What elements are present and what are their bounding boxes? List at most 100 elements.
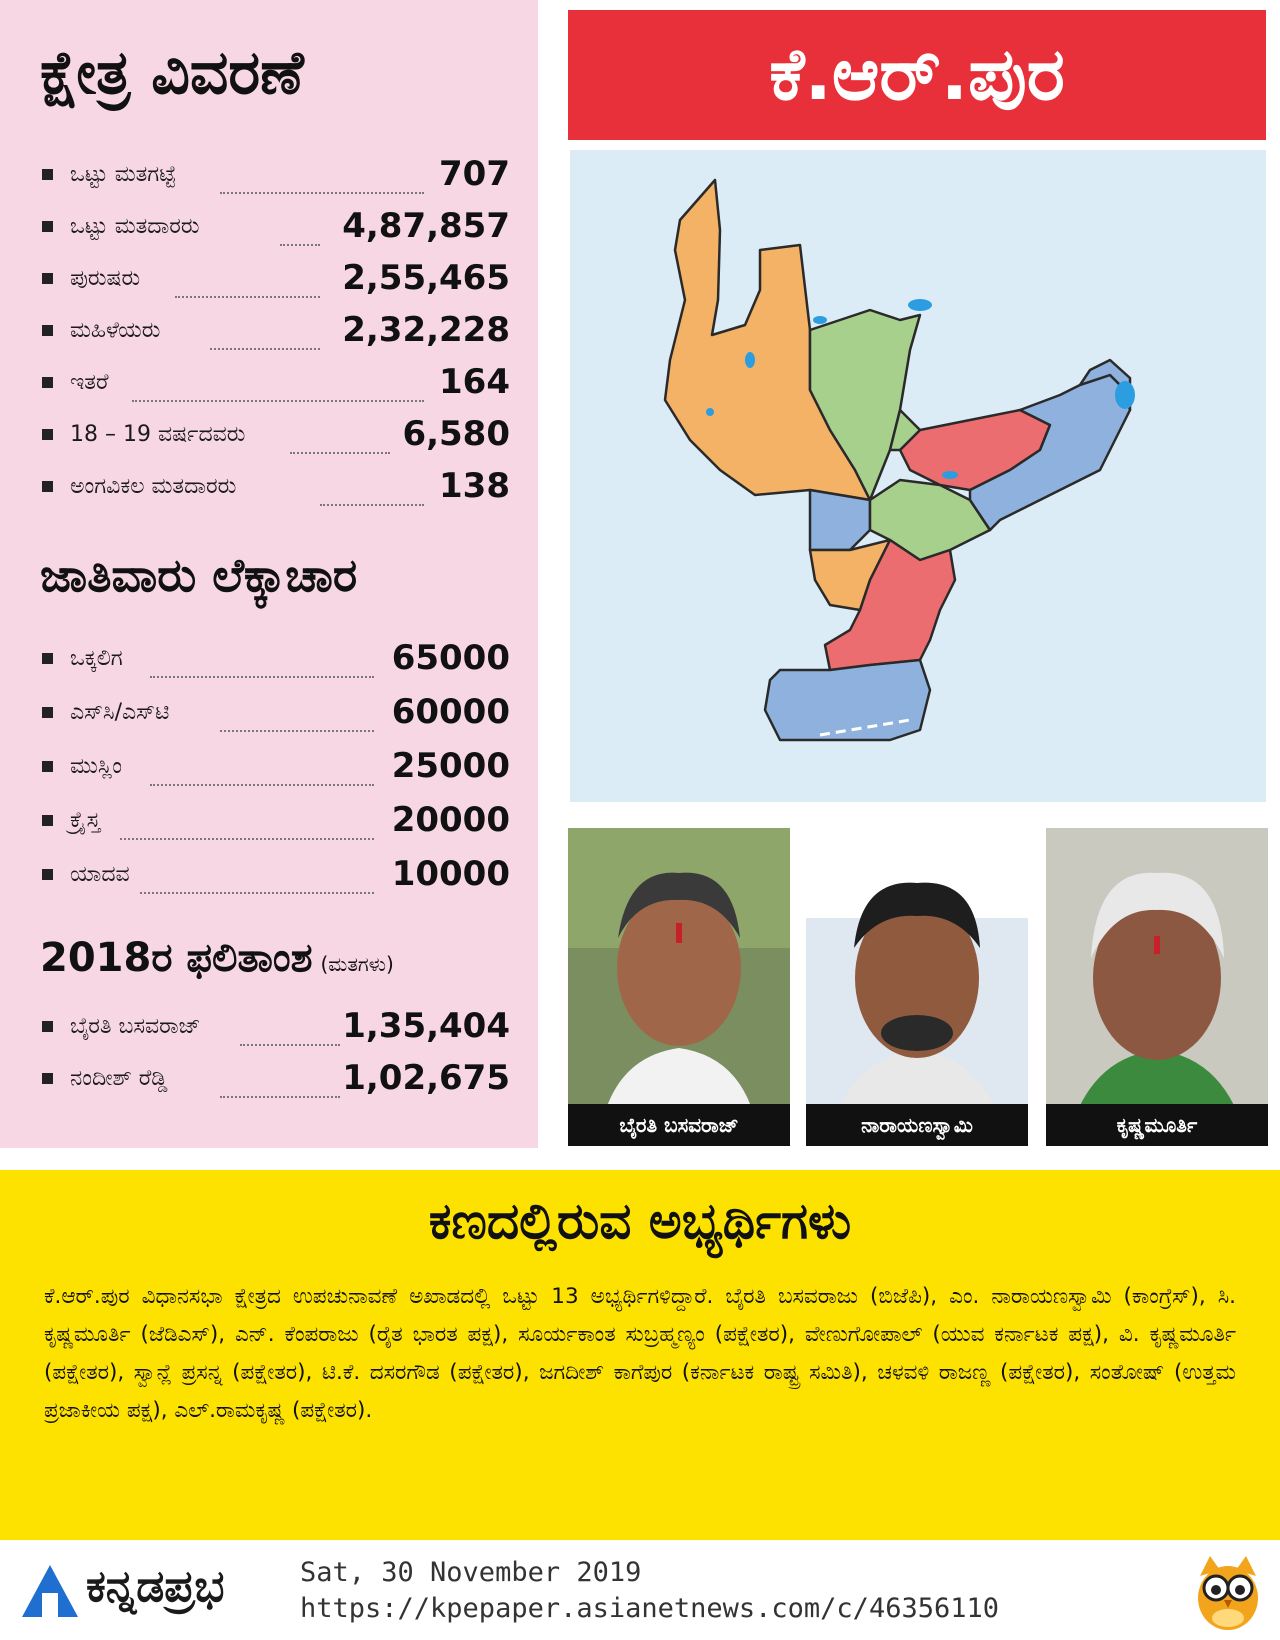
details-label: ಒಟ್ಟು ಮತದಾರರು (70, 214, 200, 239)
bullet-square-icon (42, 869, 53, 880)
constituency-name: ಕೆ.ಆರ್.ಪುರ (769, 32, 1065, 116)
bullet-square-icon (42, 1073, 53, 1084)
ward-region (823, 538, 957, 672)
ward-region (808, 488, 872, 552)
constituency-banner: ಕೆ.ಆರ್.ಪುರ (568, 10, 1266, 140)
caste-label: ಒಕ್ಕಲಿಗ (70, 646, 123, 671)
details-value: 2,55,465 (342, 258, 510, 298)
lake (1115, 381, 1135, 409)
dotted-leader (210, 348, 320, 350)
dotted-leader (140, 892, 374, 894)
result-value: 1,35,404 (342, 1006, 510, 1046)
bullet-square-icon (42, 481, 53, 492)
caste-label: ಎಸ್‌ಸಿ/ಎಸ್‌ಟಿ (70, 700, 170, 725)
bullet-square-icon (42, 377, 53, 388)
candidate-caption: ನಾರಾಯಣಸ್ವಾಮಿ (806, 1104, 1028, 1146)
candidate-photo-1: ಬೈರತಿ ಬಸವರಾಜ್ (568, 828, 790, 1146)
caste-value: 65000 (391, 638, 510, 678)
dotted-leader (320, 504, 424, 506)
candidate-photo-2: ನಾರಾಯಣಸ್ವಾಮಿ (806, 828, 1028, 1146)
owl-mascot-icon (1198, 1556, 1258, 1630)
constituency-details-panel: ಕ್ಷೇತ್ರ ವಿವರಣೆ ಒಟ್ಟು ಮತಗಟ್ಟೆ 707 ಒಟ್ಟು ಮ… (0, 0, 538, 1148)
brand-name: ಕನ್ನಡಪ್ರಭ (86, 1561, 225, 1612)
details-label: ಮಹಿಳೆಯರು (70, 318, 161, 343)
candidate-caption: ಬೈರತಿ ಬಸವರಾಜ್ (568, 1104, 790, 1146)
dotted-leader (132, 400, 424, 402)
dotted-leader (220, 192, 424, 194)
lake (706, 408, 714, 416)
bullet-square-icon (42, 169, 53, 180)
caste-value: 25000 (391, 746, 510, 786)
result-title-text: 2018ರ ಫಲಿತಾಂಶ (40, 935, 313, 981)
dotted-leader (120, 838, 374, 840)
details-value: 164 (439, 362, 510, 402)
person-photo-icon (1046, 828, 1268, 1146)
details-value: 6,580 (402, 414, 510, 454)
contestants-title: ಕಣದಲ್ಲಿರುವ ಅಭ್ಯರ್ಥಿಗಳು (428, 1192, 852, 1250)
details-value: 2,32,228 (342, 310, 510, 350)
lake (813, 316, 827, 324)
dotted-leader (150, 676, 374, 678)
ward-region (868, 478, 992, 562)
candidate-caption: ಕೃಷ್ಣಮೂರ್ತಿ (1046, 1104, 1268, 1146)
details-label: ಒಟ್ಟು ಮತಗಟ್ಟೆ (70, 162, 177, 187)
details-row-total-voters: ಒಟ್ಟು ಮತದಾರರು 4,87,857 (40, 204, 510, 248)
caste-label: ಕ್ರೈಸ್ತ (70, 808, 101, 833)
caste-row-christian: ಕ್ರೈಸ್ತ 20000 (40, 798, 510, 842)
bullet-square-icon (42, 221, 53, 232)
epaper-url[interactable]: https://kpepaper.asianetnews.com/c/46356… (300, 1593, 999, 1624)
ward-map-graphic (663, 178, 1135, 742)
bullet-square-icon (42, 429, 53, 440)
dotted-leader (150, 784, 374, 786)
caste-value: 10000 (391, 854, 510, 894)
logo-notch (42, 1593, 58, 1617)
caste-row-vokkaliga: ಒಕ್ಕಲಿಗ 65000 (40, 636, 510, 680)
details-row-women: ಮಹಿಳೆಯರು 2,32,228 (40, 308, 510, 352)
person-photo-icon (806, 828, 1028, 1146)
details-label: ಅಂಗವಿಕಲ ಮತದಾರರು (70, 474, 237, 499)
details-row-18-19: 18 – 19 ವರ್ಷದವರು 6,580 (40, 412, 510, 456)
details-row-booths: ಒಟ್ಟು ಮತಗಟ್ಟೆ 707 (40, 152, 510, 196)
result-title: 2018ರ ಫಲಿತಾಂಶ (ಮತಗಳು) (40, 935, 394, 981)
details-row-others: ಇತರೆ 164 (40, 360, 510, 404)
dotted-leader (290, 452, 390, 454)
bullet-square-icon (42, 761, 53, 772)
caste-label: ಯಾದವ (70, 862, 130, 887)
caste-row-yadava: ಯಾದವ 10000 (40, 852, 510, 896)
caste-title: ಜಾತಿವಾರು ಲೆಕ್ಕಾಚಾರ (40, 548, 358, 602)
bullet-square-icon (42, 707, 53, 718)
bullet-square-icon (42, 653, 53, 664)
details-value: 138 (439, 466, 510, 506)
ward-region (888, 408, 922, 452)
bullet-square-icon (42, 815, 53, 826)
result-label: ನಂದೀಶ್ ರೆಡ್ಡಿ (70, 1066, 168, 1091)
caste-value: 20000 (391, 800, 510, 840)
candidate-photo-3: ಕೃಷ್ಣಮೂರ್ತಿ (1046, 828, 1268, 1146)
caste-value: 60000 (391, 692, 510, 732)
result-value: 1,02,675 (342, 1058, 510, 1098)
details-row-disabled: ಅಂಗವಿಕಲ ಮತದಾರರು 138 (40, 464, 510, 508)
lake (908, 299, 932, 311)
dotted-leader (280, 244, 320, 246)
details-title: ಕ್ಷೇತ್ರ ವಿವರಣೆ (40, 38, 304, 108)
details-row-men: ಪುರುಷರು 2,55,465 (40, 256, 510, 300)
details-value: 707 (439, 154, 510, 194)
dotted-leader (240, 1044, 340, 1046)
result-label: ಬೈರತಿ ಬಸವರಾಜ್ (70, 1014, 201, 1039)
water-bodies (706, 299, 1135, 479)
lake (745, 352, 755, 368)
dotted-leader (220, 730, 374, 732)
bullet-square-icon (42, 273, 53, 284)
details-value: 4,87,857 (342, 206, 510, 246)
lake (942, 471, 958, 479)
result-row-winner: ಬೈರತಿ ಬಸವರಾಜ್ 1,35,404 (40, 1004, 510, 1048)
contestants-box: ಕಣದಲ್ಲಿರುವ ಅಭ್ಯರ್ಥಿಗಳು ಕೆ.ಆರ್.ಪುರ ವಿಧಾನಸ… (0, 1170, 1280, 1540)
kannadaprabha-logo: ಕನ್ನಡಪ್ರಭ (22, 1555, 292, 1625)
caste-row-muslim: ಮುಸ್ಲಿಂ 25000 (40, 744, 510, 788)
details-label: ಇತರೆ (70, 370, 109, 395)
details-label: ಪುರುಷರು (70, 266, 141, 291)
publish-date: Sat, 30 November 2019 (300, 1557, 642, 1588)
dotted-leader (175, 296, 320, 298)
result-unit: (ಮತಗಳು) (320, 952, 394, 976)
bullet-square-icon (42, 1021, 53, 1032)
